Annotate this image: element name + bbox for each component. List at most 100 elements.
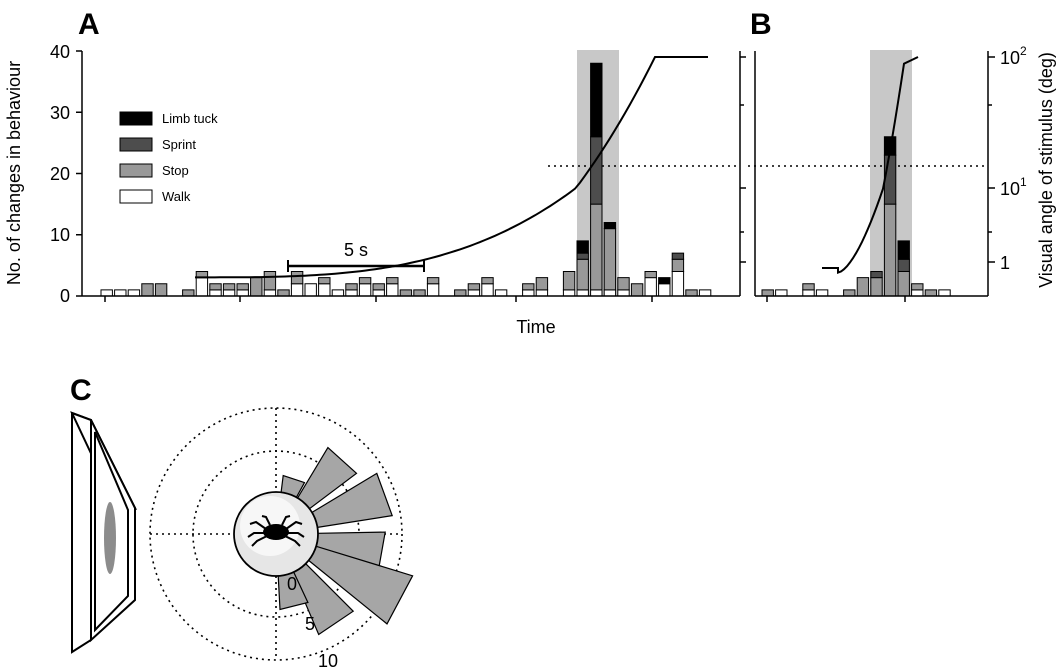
b-bar-8-sprint (870, 271, 883, 279)
b-bar-10-limb-tuck (897, 240, 910, 260)
polar-ring-outer (149, 407, 403, 661)
a-bar-24-stop (426, 277, 440, 285)
a-bar-36-limb-tuck (590, 62, 603, 138)
panel-a: 0 10 20 30 40 No. of changes in behaviou… (4, 42, 746, 337)
a-bar-35-walk (576, 289, 589, 297)
a-bar-10-stop (236, 283, 249, 291)
a-bar-2-walk (127, 289, 141, 297)
a-bar-35-stop (576, 258, 589, 291)
a-ytick-label-10: 10 (50, 225, 70, 245)
crab-legs (247, 520, 305, 547)
a-bar-41-limb-tuck (658, 277, 671, 285)
a-bar-42-walk (671, 271, 685, 297)
crab-icon (247, 515, 305, 547)
panel-a-letter: A (78, 8, 100, 41)
radial-label-5: 5 (305, 614, 315, 634)
a-bar-31-stop (522, 283, 535, 291)
a-bar-16-walk (318, 283, 331, 297)
a-bars (100, 62, 712, 297)
x-axis-label: Time (516, 317, 555, 337)
a-bar-15-walk (304, 283, 317, 297)
b-bar-3-walk (802, 289, 815, 297)
a-bar-10-walk (236, 289, 249, 297)
b-bar-11-walk (911, 289, 924, 297)
b-bar-12-stop (924, 289, 938, 297)
a-bar-40-stop (644, 271, 657, 279)
monitor-icon (70, 411, 138, 654)
b-bar-1-walk (775, 289, 788, 297)
crab-body (263, 524, 289, 540)
rose-sectors (277, 446, 414, 636)
a-bar-21-walk (386, 283, 399, 297)
legend-swatch-stop (119, 163, 153, 178)
a-bar-29-walk (494, 289, 508, 297)
a-bar-9-stop (222, 283, 236, 291)
a-bar-16-stop (318, 277, 331, 285)
legend-swatch-sprint (119, 137, 153, 152)
a-bar-12-stop (263, 271, 277, 291)
a-bar-36-walk (590, 289, 603, 297)
b-bar-3-stop (802, 283, 815, 291)
a-bar-9-walk (222, 289, 236, 297)
b-bars (761, 136, 951, 297)
a-bar-43-stop (685, 289, 698, 297)
a-bar-31-walk (522, 289, 535, 297)
a-ytick-label-20: 20 (50, 164, 70, 184)
b-right-tick-label-100: 102 (1000, 44, 1027, 68)
a-ytick-label-40: 40 (50, 42, 70, 62)
a-bar-12-walk (263, 289, 277, 297)
a-bar-18-walk (345, 289, 358, 297)
b-bar-10-sprint (897, 258, 910, 272)
a-bar-42-stop (671, 258, 685, 272)
b-right-tick-sup-2: 2 (1020, 44, 1027, 58)
a-bar-34-stop (562, 271, 576, 291)
crab-claws (261, 515, 291, 526)
a-bar-21-stop (386, 277, 399, 285)
a-bar-24-walk (426, 283, 440, 297)
b-right-tick-base-100: 10 (1000, 48, 1020, 68)
b-bar-4-walk (815, 289, 829, 297)
panel-b-letter: B (750, 8, 772, 41)
b-bar-7-stop (856, 277, 870, 297)
legend: Limb tuck Sprint Stop Walk (119, 111, 218, 204)
a-bar-18-stop (345, 283, 358, 291)
b-bar-9-stop (883, 203, 897, 297)
a-bar-28-stop (481, 277, 494, 285)
a-bar-8-walk (209, 289, 222, 297)
a-bar-37-limb-tuck (603, 222, 617, 230)
a-bar-27-walk (467, 289, 481, 297)
b-right-tick-label-1: 1 (1000, 253, 1010, 273)
radial-label-10: 10 (318, 651, 338, 669)
a-bar-7-walk (195, 277, 209, 297)
b-bar-9-sprint (883, 154, 897, 205)
a-bar-0-walk (100, 289, 113, 297)
a-ytick-label-0: 0 (60, 286, 70, 306)
a-bar-14-stop (290, 271, 304, 285)
b-bar-13-walk (938, 289, 951, 297)
a-bar-4-stop (154, 283, 168, 297)
legend-swatch-limb-tuck (119, 111, 153, 126)
a-bar-32-stop (535, 277, 549, 291)
scale-bar-label: 5 s (344, 240, 368, 260)
a-bar-38-walk (617, 289, 630, 297)
a-y-axis-label: No. of changes in behaviour (4, 61, 24, 285)
b-bar-8-stop (870, 277, 883, 297)
b-right-tick-base-10: 10 (1000, 179, 1020, 199)
radial-label-0: 0 (287, 574, 297, 594)
a-bar-39-stop (630, 283, 644, 297)
legend-label-walk: Walk (162, 189, 191, 204)
a-bar-28-walk (481, 283, 494, 297)
a-bar-19-walk (358, 283, 372, 297)
a-bar-27-stop (467, 283, 481, 291)
b-right-tick-sup-1: 1 (1020, 175, 1027, 189)
a-bar-22-stop (399, 289, 413, 297)
a-bar-8-stop (209, 283, 222, 291)
a-bar-20-stop (372, 283, 385, 291)
a-bar-41-walk (658, 283, 671, 297)
a-bar-42-sprint (671, 252, 685, 260)
a-bar-36-sprint (590, 136, 603, 205)
a-bar-37-stop (603, 228, 617, 291)
a-bar-44-walk (698, 289, 712, 297)
a-bar-37-walk (603, 289, 617, 297)
